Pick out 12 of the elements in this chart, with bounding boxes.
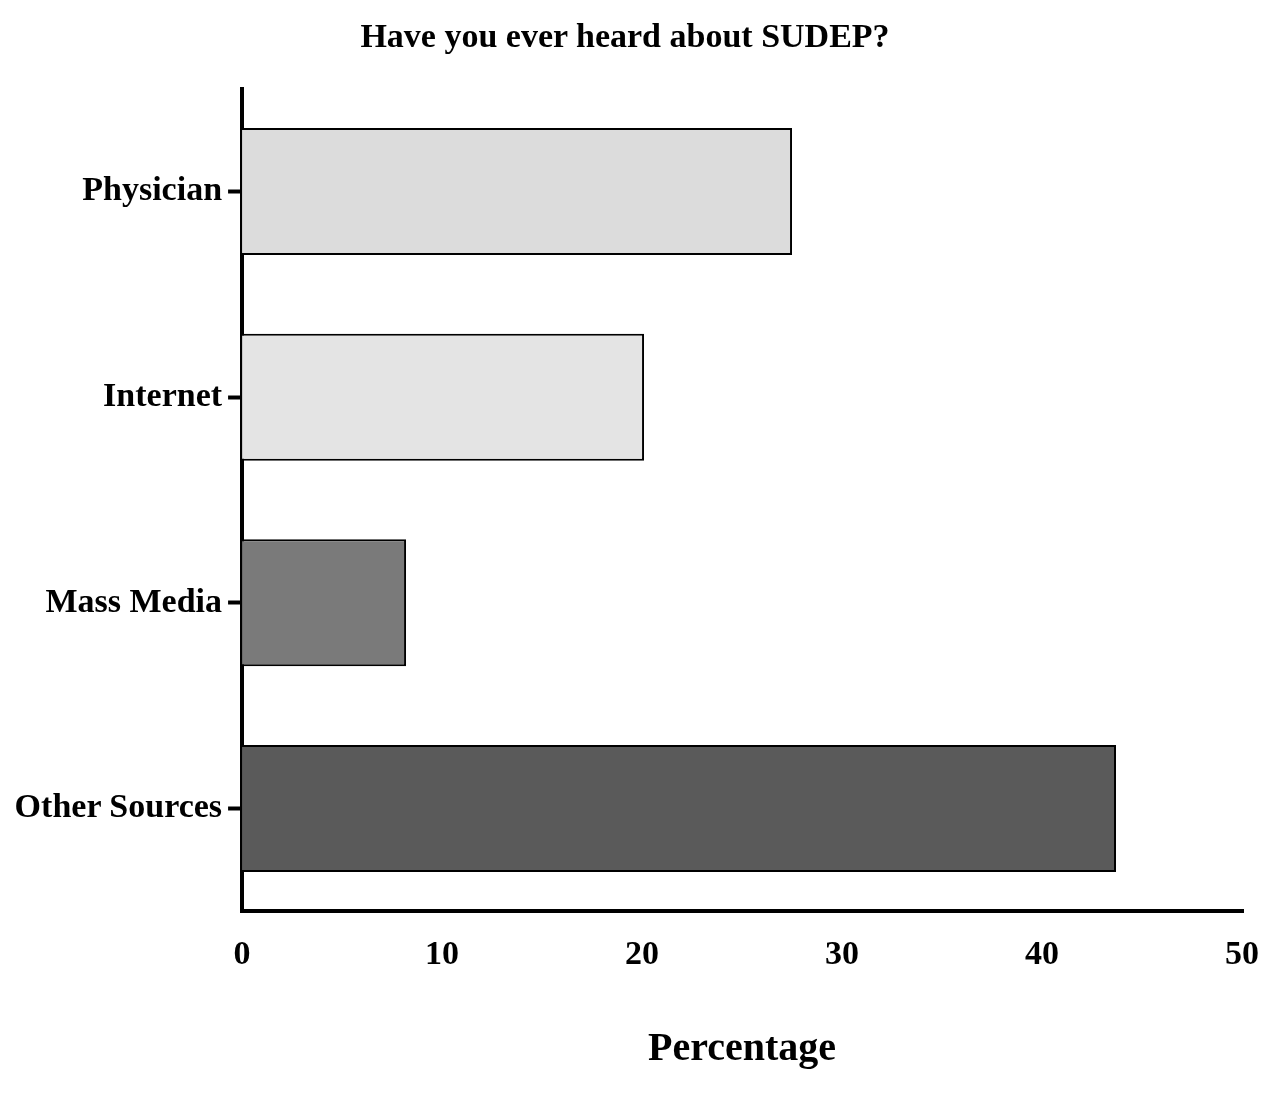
x-tick-label: 20 — [625, 934, 660, 972]
y-tick-label: Physician — [82, 170, 223, 208]
x-tick-label: 40 — [1025, 934, 1060, 972]
x-tick-label: 30 — [825, 934, 860, 972]
x-tick-label: 0 — [233, 934, 251, 972]
y-tick-label: Mass Media — [45, 581, 223, 619]
x-tick-label: 50 — [1225, 934, 1259, 972]
y-tick-label: Internet — [103, 375, 223, 413]
chart-title: Have you ever heard about SUDEP? — [360, 17, 890, 55]
y-tick-label: Other Sources — [14, 787, 223, 825]
x-tick-label: 10 — [425, 934, 460, 972]
x-axis-title: Percentage — [648, 1024, 837, 1070]
